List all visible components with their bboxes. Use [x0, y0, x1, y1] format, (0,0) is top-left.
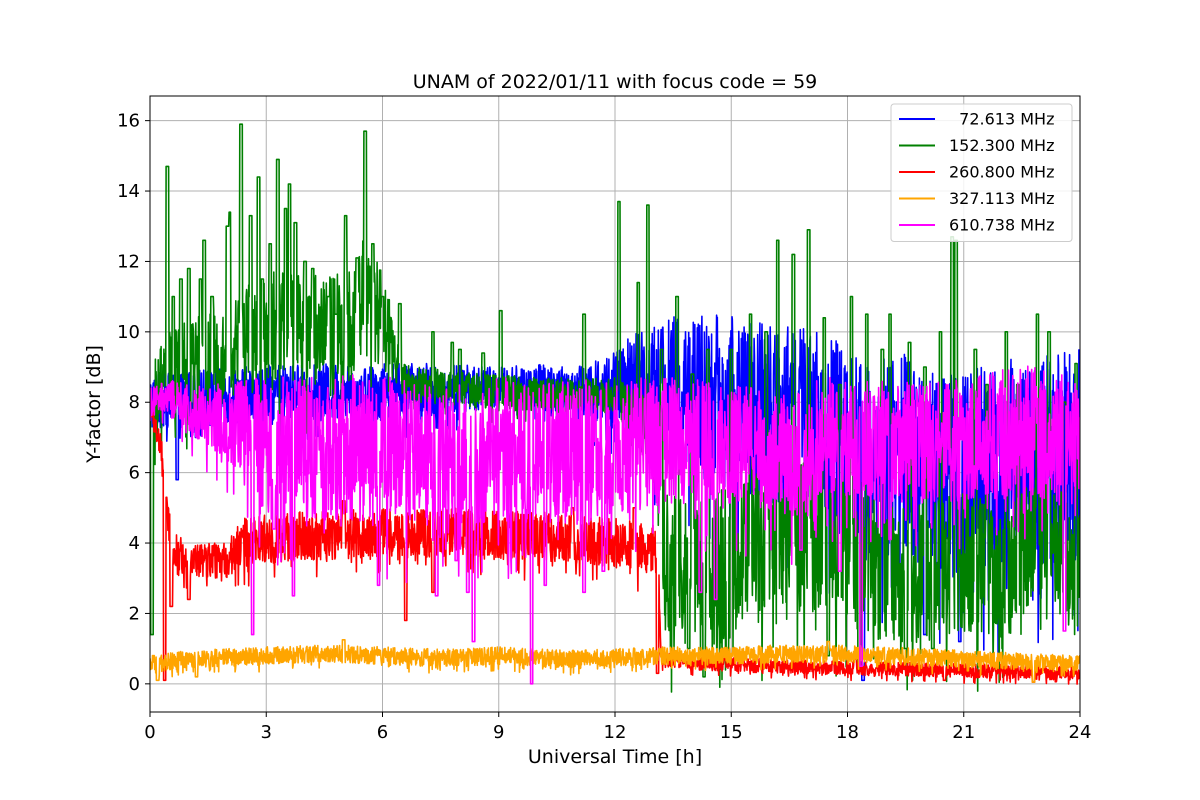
x-tick-label: 21	[952, 722, 975, 743]
x-axis-title: Universal Time [h]	[528, 746, 702, 768]
x-tick-label: 9	[493, 722, 504, 743]
series-line	[150, 123, 1080, 693]
chart-title: UNAM of 2022/01/11 with focus code = 59	[413, 71, 818, 93]
legend-label: 327.113 MHz	[949, 189, 1054, 208]
y-tick-label: 16	[117, 111, 140, 132]
y-tick-label: 4	[129, 533, 140, 554]
y-tick-label: 8	[129, 392, 140, 413]
y-tick-label: 6	[129, 463, 140, 484]
x-tick-label: 6	[377, 722, 388, 743]
y-axis-title: Y-factor [dB]	[83, 345, 105, 464]
x-tick-label: 15	[720, 722, 743, 743]
series-line	[150, 365, 1080, 685]
x-axis: 0 3 6 9 12 15 18 21 24	[144, 712, 1091, 743]
legend-box	[890, 103, 1073, 242]
series-layer	[150, 123, 1080, 693]
legend-label: 610.738 MHz	[949, 216, 1054, 235]
x-tick-label: 3	[261, 722, 272, 743]
y-tick-label: 14	[117, 181, 140, 202]
legend-label: 72.613 MHz	[949, 110, 1054, 129]
x-tick-label: 24	[1069, 722, 1092, 743]
y-tick-label: 0	[129, 674, 140, 695]
x-tick-label: 0	[144, 722, 155, 743]
x-tick-label: 12	[604, 722, 627, 743]
x-tick-label: 18	[836, 722, 859, 743]
series-line	[150, 639, 1080, 683]
legend-label: 260.800 MHz	[949, 163, 1054, 182]
series-line	[150, 398, 1080, 685]
legend-label: 152.300 MHz	[949, 136, 1054, 155]
legend: 72.613 MHz 152.300 MHz 260.800 MHz 327.113 …	[890, 103, 1073, 242]
y-axis: 0 2 4 6 8 10 12 14 16	[117, 111, 150, 695]
y-tick-label: 12	[117, 251, 140, 272]
y-tick-label: 2	[129, 603, 140, 624]
y-tick-label: 10	[117, 322, 140, 343]
